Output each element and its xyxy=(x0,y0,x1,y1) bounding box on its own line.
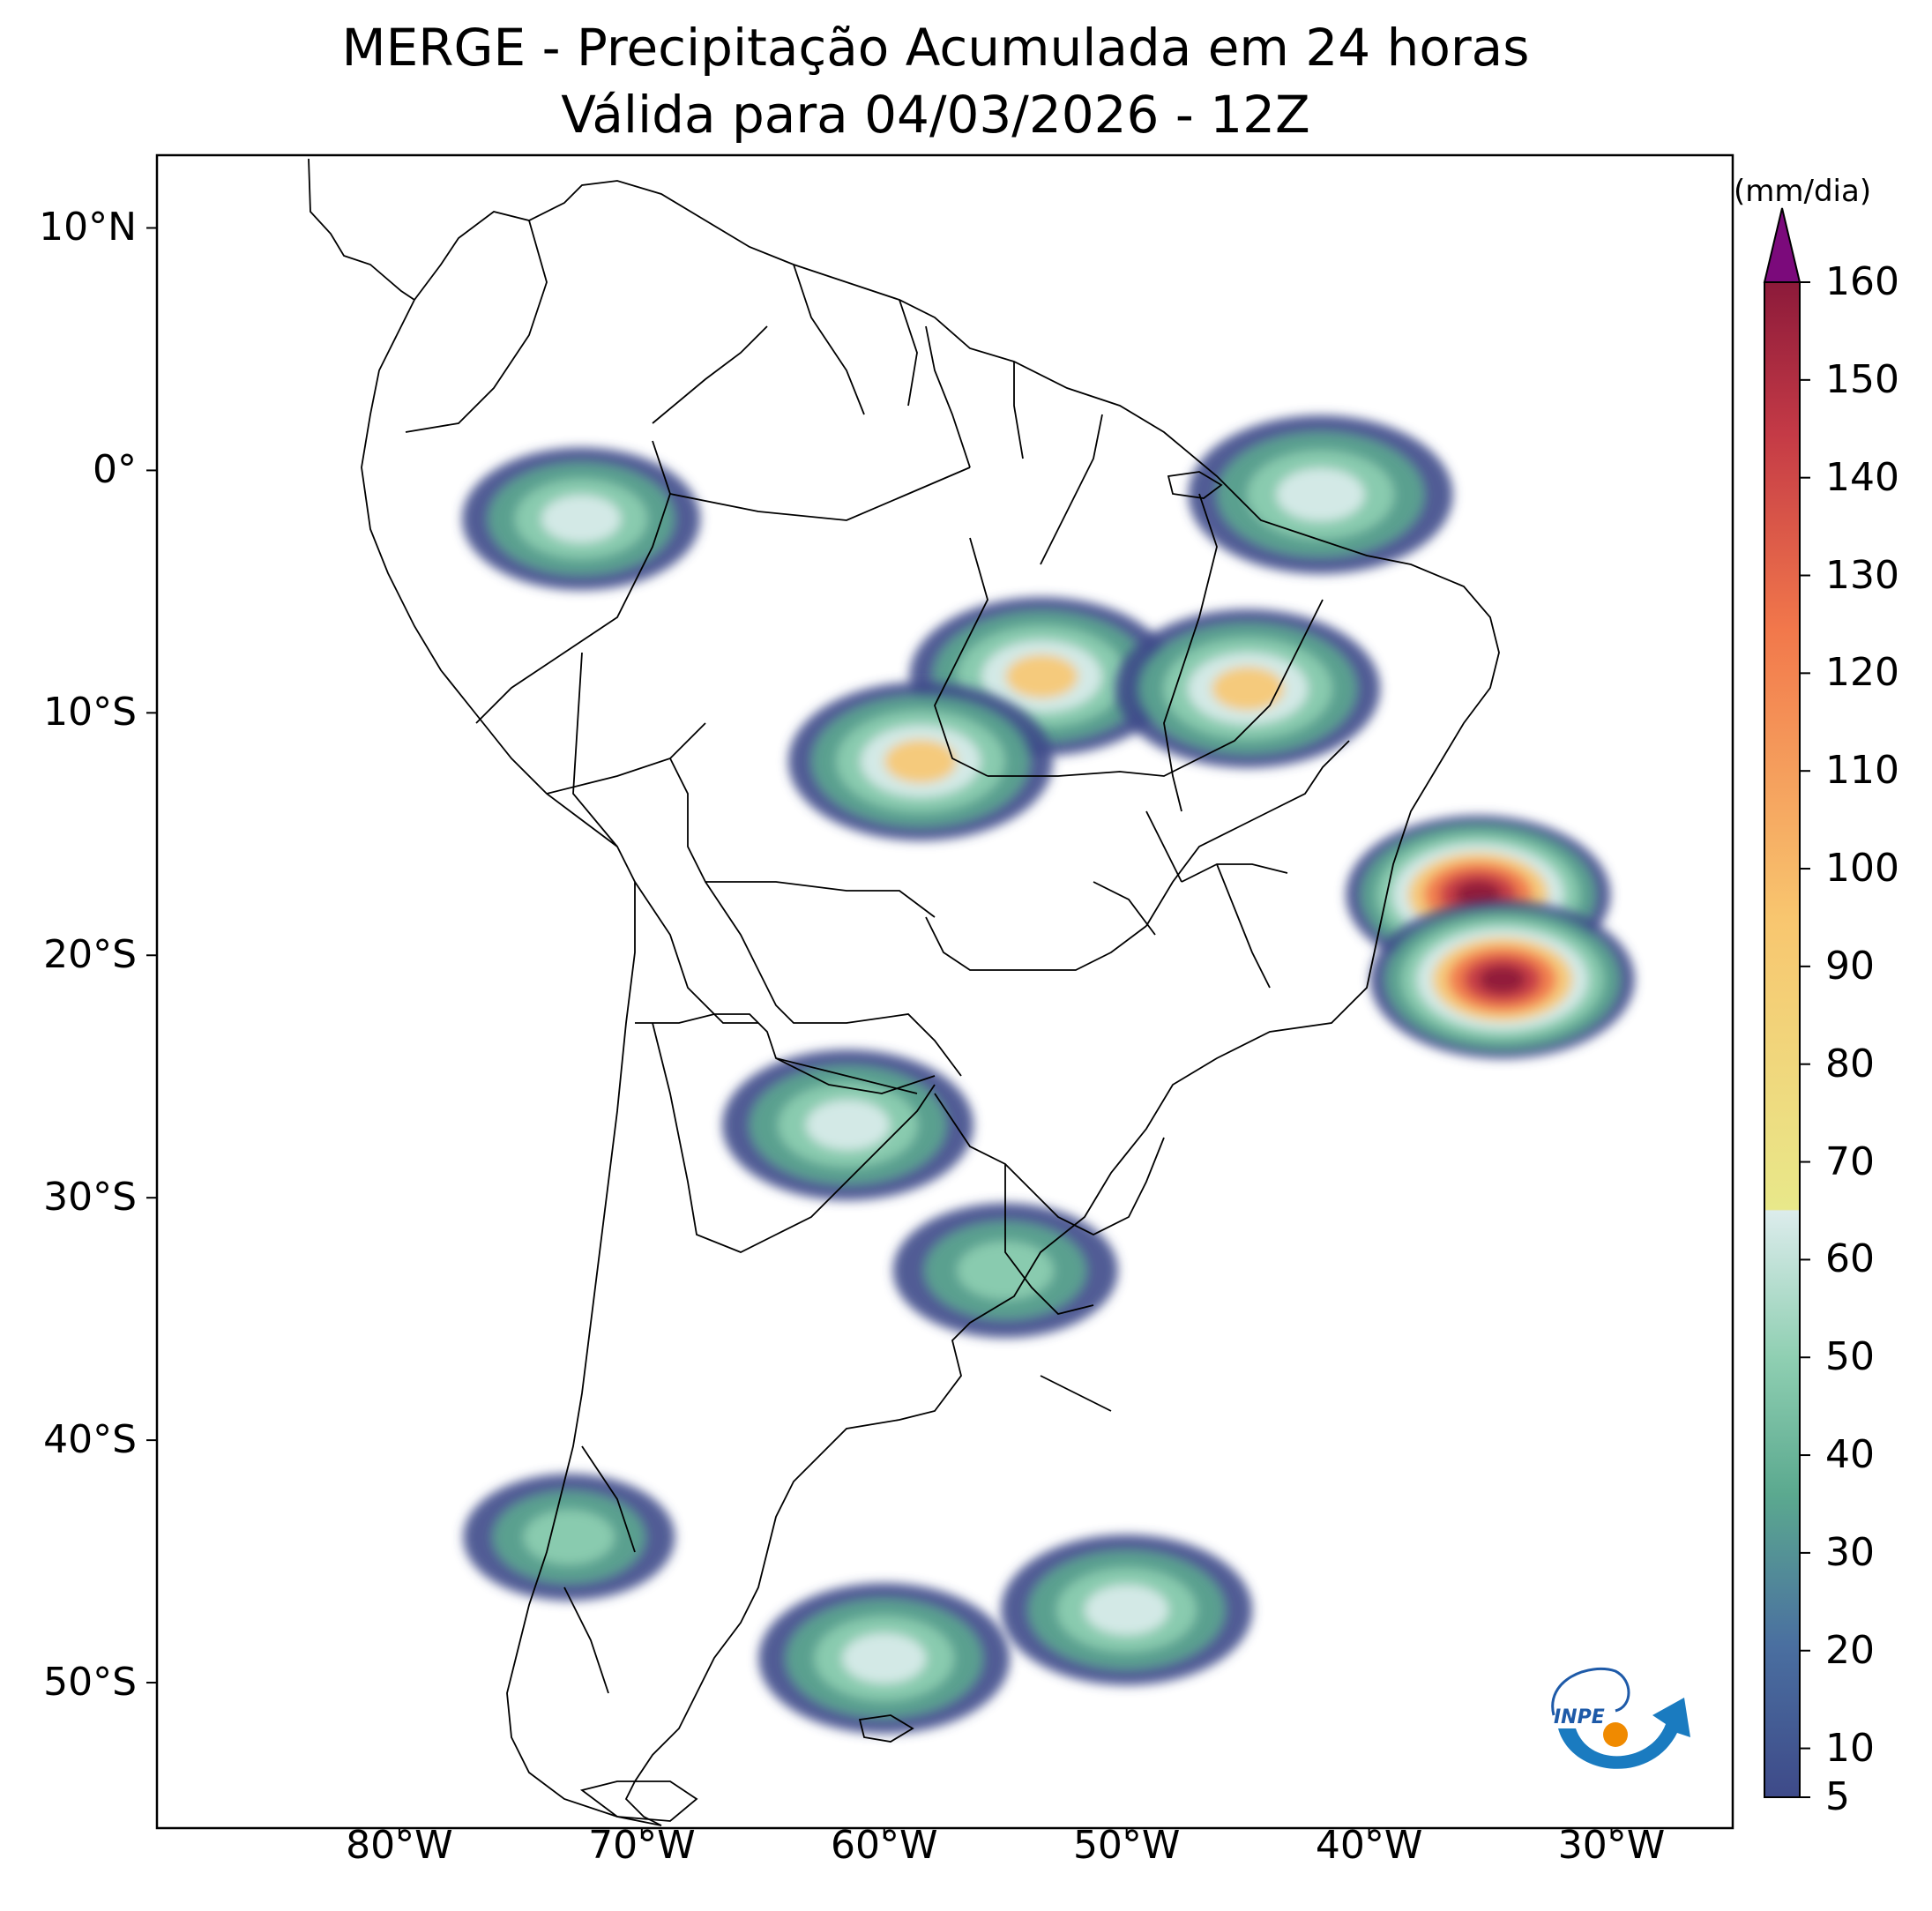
precip-contour xyxy=(1479,965,1526,994)
colorbar xyxy=(1763,207,1810,1798)
precip-contour xyxy=(884,739,957,783)
inpe-logo-text: INPE xyxy=(1554,1706,1605,1728)
precip-contour xyxy=(1085,1585,1169,1636)
map-title-line-1: MERGE - Precipitação Acumulada em 24 hor… xyxy=(341,18,1530,78)
lon-tick-label: 70°W xyxy=(588,1823,696,1868)
precip-area xyxy=(462,447,701,591)
colorbar-tick-label: 5 xyxy=(1825,1774,1850,1819)
lat-tick-label: 10°S xyxy=(43,690,137,735)
map-frame xyxy=(155,153,1734,1830)
colorbar-tick-label: 110 xyxy=(1825,748,1899,794)
precip-contour xyxy=(541,495,622,543)
coastline-and-borders xyxy=(308,158,1500,1826)
colorbar-tick-label: 130 xyxy=(1825,552,1899,598)
colorbar-tick-label: 10 xyxy=(1825,1725,1875,1771)
colorbar-tick-label: 100 xyxy=(1825,846,1899,892)
colorbar-tick-label: 30 xyxy=(1825,1529,1875,1575)
lon-tick-label: 30°W xyxy=(1557,1823,1666,1868)
colorbar-tick-label: 150 xyxy=(1825,356,1899,402)
colorbar-unit-label: (mm/dia) xyxy=(1734,174,1872,209)
lat-tick-label: 50°S xyxy=(43,1660,137,1706)
precip-contour xyxy=(806,1100,891,1151)
precip-contour xyxy=(1212,667,1285,711)
precip-area xyxy=(1369,900,1635,1059)
colorbar-tick-label: 140 xyxy=(1825,454,1899,500)
precipitation-layer xyxy=(462,414,1635,1735)
precip-contour xyxy=(842,1633,927,1684)
precip-contour xyxy=(1005,654,1078,698)
colorbar-tick-label: 120 xyxy=(1825,650,1899,696)
precip-area xyxy=(788,682,1054,841)
precip-area xyxy=(1115,608,1381,768)
precip-area xyxy=(1001,1534,1253,1686)
colorbar-tick-label: 160 xyxy=(1825,259,1899,304)
colorbar-tick-label: 90 xyxy=(1825,943,1875,989)
lon-tick-label: 50°W xyxy=(1072,1823,1181,1868)
colorbar-ticks xyxy=(1800,281,1810,1798)
lon-tick-label: 80°W xyxy=(346,1823,453,1868)
colorbar-tick-label: 60 xyxy=(1825,1236,1875,1282)
inpe-logo xyxy=(1551,1667,1690,1769)
precip-area xyxy=(722,1049,974,1201)
precip-area xyxy=(1188,414,1453,574)
colorbar-tick-label: 50 xyxy=(1825,1334,1875,1380)
colorbar-tick-label: 80 xyxy=(1825,1041,1875,1086)
colorbar-body xyxy=(1764,281,1801,1798)
precip-contour xyxy=(523,1510,615,1564)
lat-tick-label: 30°S xyxy=(43,1175,137,1221)
lat-tick-label: 40°S xyxy=(43,1417,137,1463)
axis-ticks xyxy=(146,227,1613,1839)
precip-area xyxy=(758,1583,1011,1735)
map-title-line-2: Válida para 04/03/2026 - 12Z xyxy=(561,85,1310,145)
precip-contour xyxy=(1276,467,1365,521)
colorbar-tick-label: 70 xyxy=(1825,1138,1875,1184)
lon-tick-label: 60°W xyxy=(831,1823,938,1868)
precip-area xyxy=(463,1474,675,1601)
lat-tick-label: 10°N xyxy=(39,205,137,250)
lat-tick-label: 0° xyxy=(93,447,137,493)
lon-tick-label: 40°W xyxy=(1315,1823,1423,1868)
colorbar-extend-arrow xyxy=(1763,207,1801,283)
lat-tick-label: 20°S xyxy=(43,932,137,978)
colorbar-tick-label: 40 xyxy=(1825,1432,1875,1478)
colorbar-tick-label: 20 xyxy=(1825,1627,1875,1673)
